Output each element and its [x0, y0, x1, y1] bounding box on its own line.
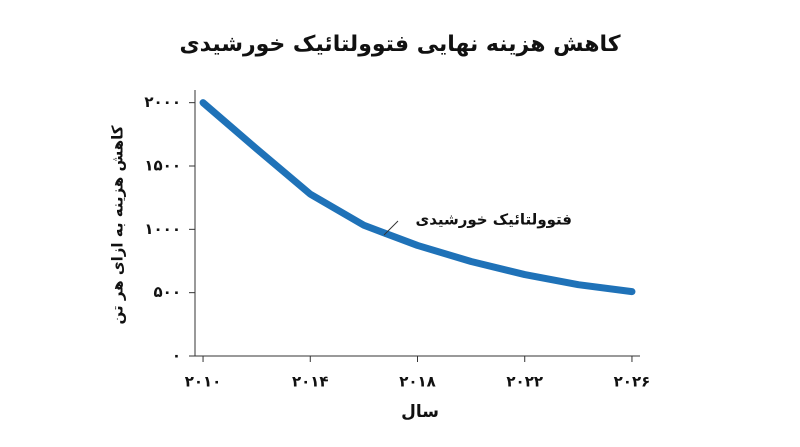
line — [199, 99, 636, 296]
x-axis-label: سال — [401, 402, 439, 422]
y-tick-label: ۵۰۰ — [154, 283, 181, 301]
x-tick-label: ۲۰۱۰ — [185, 373, 222, 391]
x-tick-label: ۲۰۲۶ — [614, 373, 651, 391]
chart-title: کاهش هزینه نهایی فتوولتائیک خورشیدی — [179, 32, 620, 57]
y-tick-label: ۱۵۰۰ — [144, 157, 181, 175]
y-axis-label: کاهش هزینه به ازای هر تن — [109, 125, 127, 324]
x-tick-label: ۲۰۱۸ — [399, 373, 436, 391]
y-tick-label: ۲۰۰۰ — [144, 93, 181, 111]
y-tick-label: ۰ — [172, 347, 181, 365]
annotation-pointer — [383, 220, 399, 236]
x-tick-label: ۲۰۱۴ — [292, 373, 329, 391]
x-tick-label: ۲۰۲۲ — [506, 373, 543, 391]
y-tick-label: ۱۰۰۰ — [144, 220, 181, 238]
series-label: فتوولتائیک خورشیدی — [415, 211, 572, 229]
